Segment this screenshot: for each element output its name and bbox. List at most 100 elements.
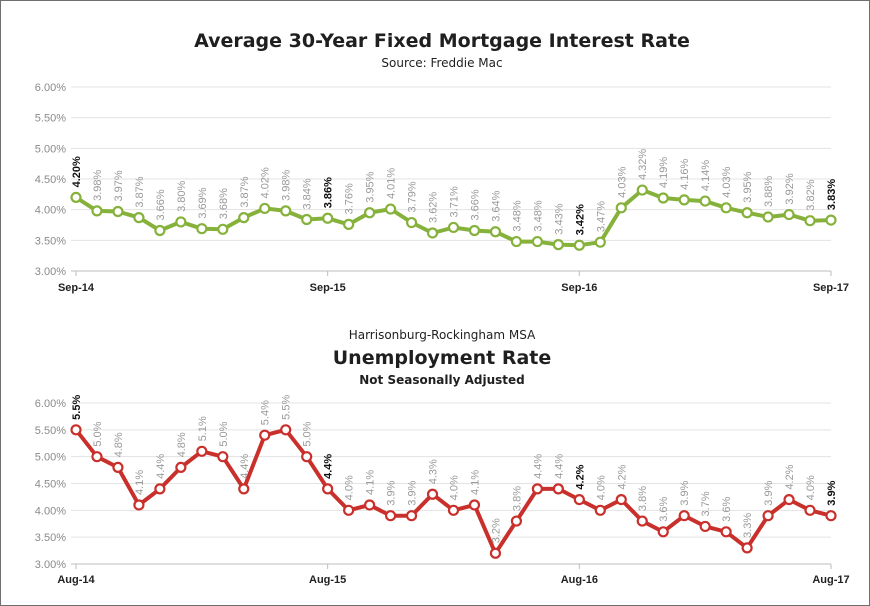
chart1-data-point [112,205,124,218]
chart2-y-tick-label: 4.00% [35,505,66,517]
chart2-data-label: 5.1% [197,416,209,441]
chart1-data-point [384,203,397,215]
chart2-data-label: 4.8% [113,432,125,457]
chart2-data-label: 4.0% [449,475,461,500]
chart2-data-point [175,461,187,473]
chart1-data-point [741,207,753,219]
chart2-data-label: 4.3% [428,459,440,484]
chart1-y-tick-label: 5.50% [35,113,66,125]
chart2-y-tick-label: 3.50% [35,532,66,544]
chart1-data-label: 4.19% [658,157,670,188]
chart2-data-point [447,504,460,516]
chart1-data-point [343,218,355,230]
chart1-x-tick-label: Sep-15 [310,282,346,294]
chart2-data-point [783,494,795,506]
chart1-data-point [301,213,313,226]
chart1-data-point [154,224,166,237]
chart2-data-label: 4.0% [344,475,356,500]
chart2-data-point [154,483,166,495]
chart1-data-point [510,235,523,248]
chart2-data-label: 4.1% [134,470,146,495]
chart2-data-point [70,424,82,436]
chart1-data-point [804,215,816,227]
chart1-data-label: 3.95% [365,171,377,202]
chart2-data-point [489,547,502,559]
chart1-data-label: 3.64% [490,190,502,221]
chart1-data-point [322,212,334,224]
chart1-data-point [217,223,229,235]
chart1-data-point [657,192,669,204]
chart2-data-point [636,515,648,527]
chart1-y-tick-label: 4.00% [35,205,66,217]
chart1-y-tick-label: 5.00% [35,143,66,155]
chart1-data-label: 3.97% [113,170,125,201]
chart2-y-tick-label: 6.00% [35,398,66,410]
chart1-data-label: 4.16% [679,158,691,189]
chart1-x-tick-label: Sep-17 [813,282,849,294]
chart2-data-label: 3.9% [407,480,419,505]
chart2-data-point [301,451,313,463]
chart1-data-label: 3.66% [155,189,167,220]
chart1-data-point [573,239,585,251]
chart2-y-tick-label: 5.00% [35,452,66,464]
chart2-data-label: 4.4% [239,454,251,479]
chart1-data-label: 3.84% [302,178,314,209]
chart1-data-label: 3.69% [197,187,209,218]
chart1-data-label: 3.48% [532,200,544,231]
chart1-data-label: 3.87% [134,176,146,207]
chart1-data-point [196,223,208,235]
chart2-data-point [426,488,439,500]
chart2-y-tick-label: 4.50% [35,479,66,491]
chart2-data-label: 4.0% [595,475,607,500]
chart2-data-point [468,499,481,511]
chart2-data-point [678,510,690,522]
chart2-data-label: 3.9% [763,480,775,505]
chart1-plot: 3.00% 3.50% 4.00% 4.50% 5.00% 5.50% 6.00% Sep-1… [35,82,849,294]
chart1-data-point [91,205,103,217]
chart2-data-point [217,451,229,463]
chart1-data-label: 4.01% [386,168,398,199]
chart1-data-label: 3.62% [428,192,440,223]
chart1-data-label: 3.71% [449,186,461,217]
chart2-data-point [741,542,753,554]
chart1-data-point [280,205,292,217]
chart2-data-label: 4.1% [469,470,481,495]
chart1-data-label: 3.80% [176,181,188,212]
chart2-data-label: 5.0% [302,421,314,446]
chart2-data-point [364,499,376,511]
chart2-data-label: 3.6% [721,497,733,522]
chart2-data-label: 4.4% [155,454,167,479]
chart1-data-label: 3.76% [344,183,356,214]
chart2-data-label: 3.9% [826,480,838,505]
chart1-data-label: 3.82% [805,179,817,210]
chart2-data-label: 4.2% [784,464,796,489]
chart1-data-point [783,208,795,221]
chart1-data-point [699,195,711,207]
chart2-data-point [133,499,145,511]
chart1-data-point [405,216,418,229]
chart1-data-label: 4.20% [71,156,83,187]
chart1-x-tick-label: Sep-16 [561,282,597,294]
chart2-data-point [91,451,103,463]
chart1-data-label: 3.98% [281,169,293,200]
chart2-data-point [594,504,606,516]
chart2-data-label: 3.2% [490,518,502,543]
chart1-data-label: 4.32% [637,149,649,180]
chart1-data-point [364,207,376,219]
chart1-data-point [447,221,460,234]
chart2-plot: 3.00% 3.50% 4.00% 4.50% 5.00% 5.50% 6.00% Aug-1… [35,395,850,586]
chart2-data-label: 3.8% [511,486,523,511]
chart2-data-point [510,515,523,527]
chart2-data-point [238,483,250,495]
chart2-data-point [343,504,355,516]
chart2-data-point [196,445,208,457]
chart1-data-label: 3.42% [574,204,586,235]
chart2-data-point [573,494,585,506]
chart1-data-point [762,211,774,223]
chart2-data-label: 3.9% [679,480,691,505]
chart2-data-point [322,483,334,495]
chart2-data-point [112,461,124,473]
chart2-data-point [804,504,816,516]
chart2-data-label: 4.4% [532,454,544,479]
chart2-data-point [720,526,732,538]
